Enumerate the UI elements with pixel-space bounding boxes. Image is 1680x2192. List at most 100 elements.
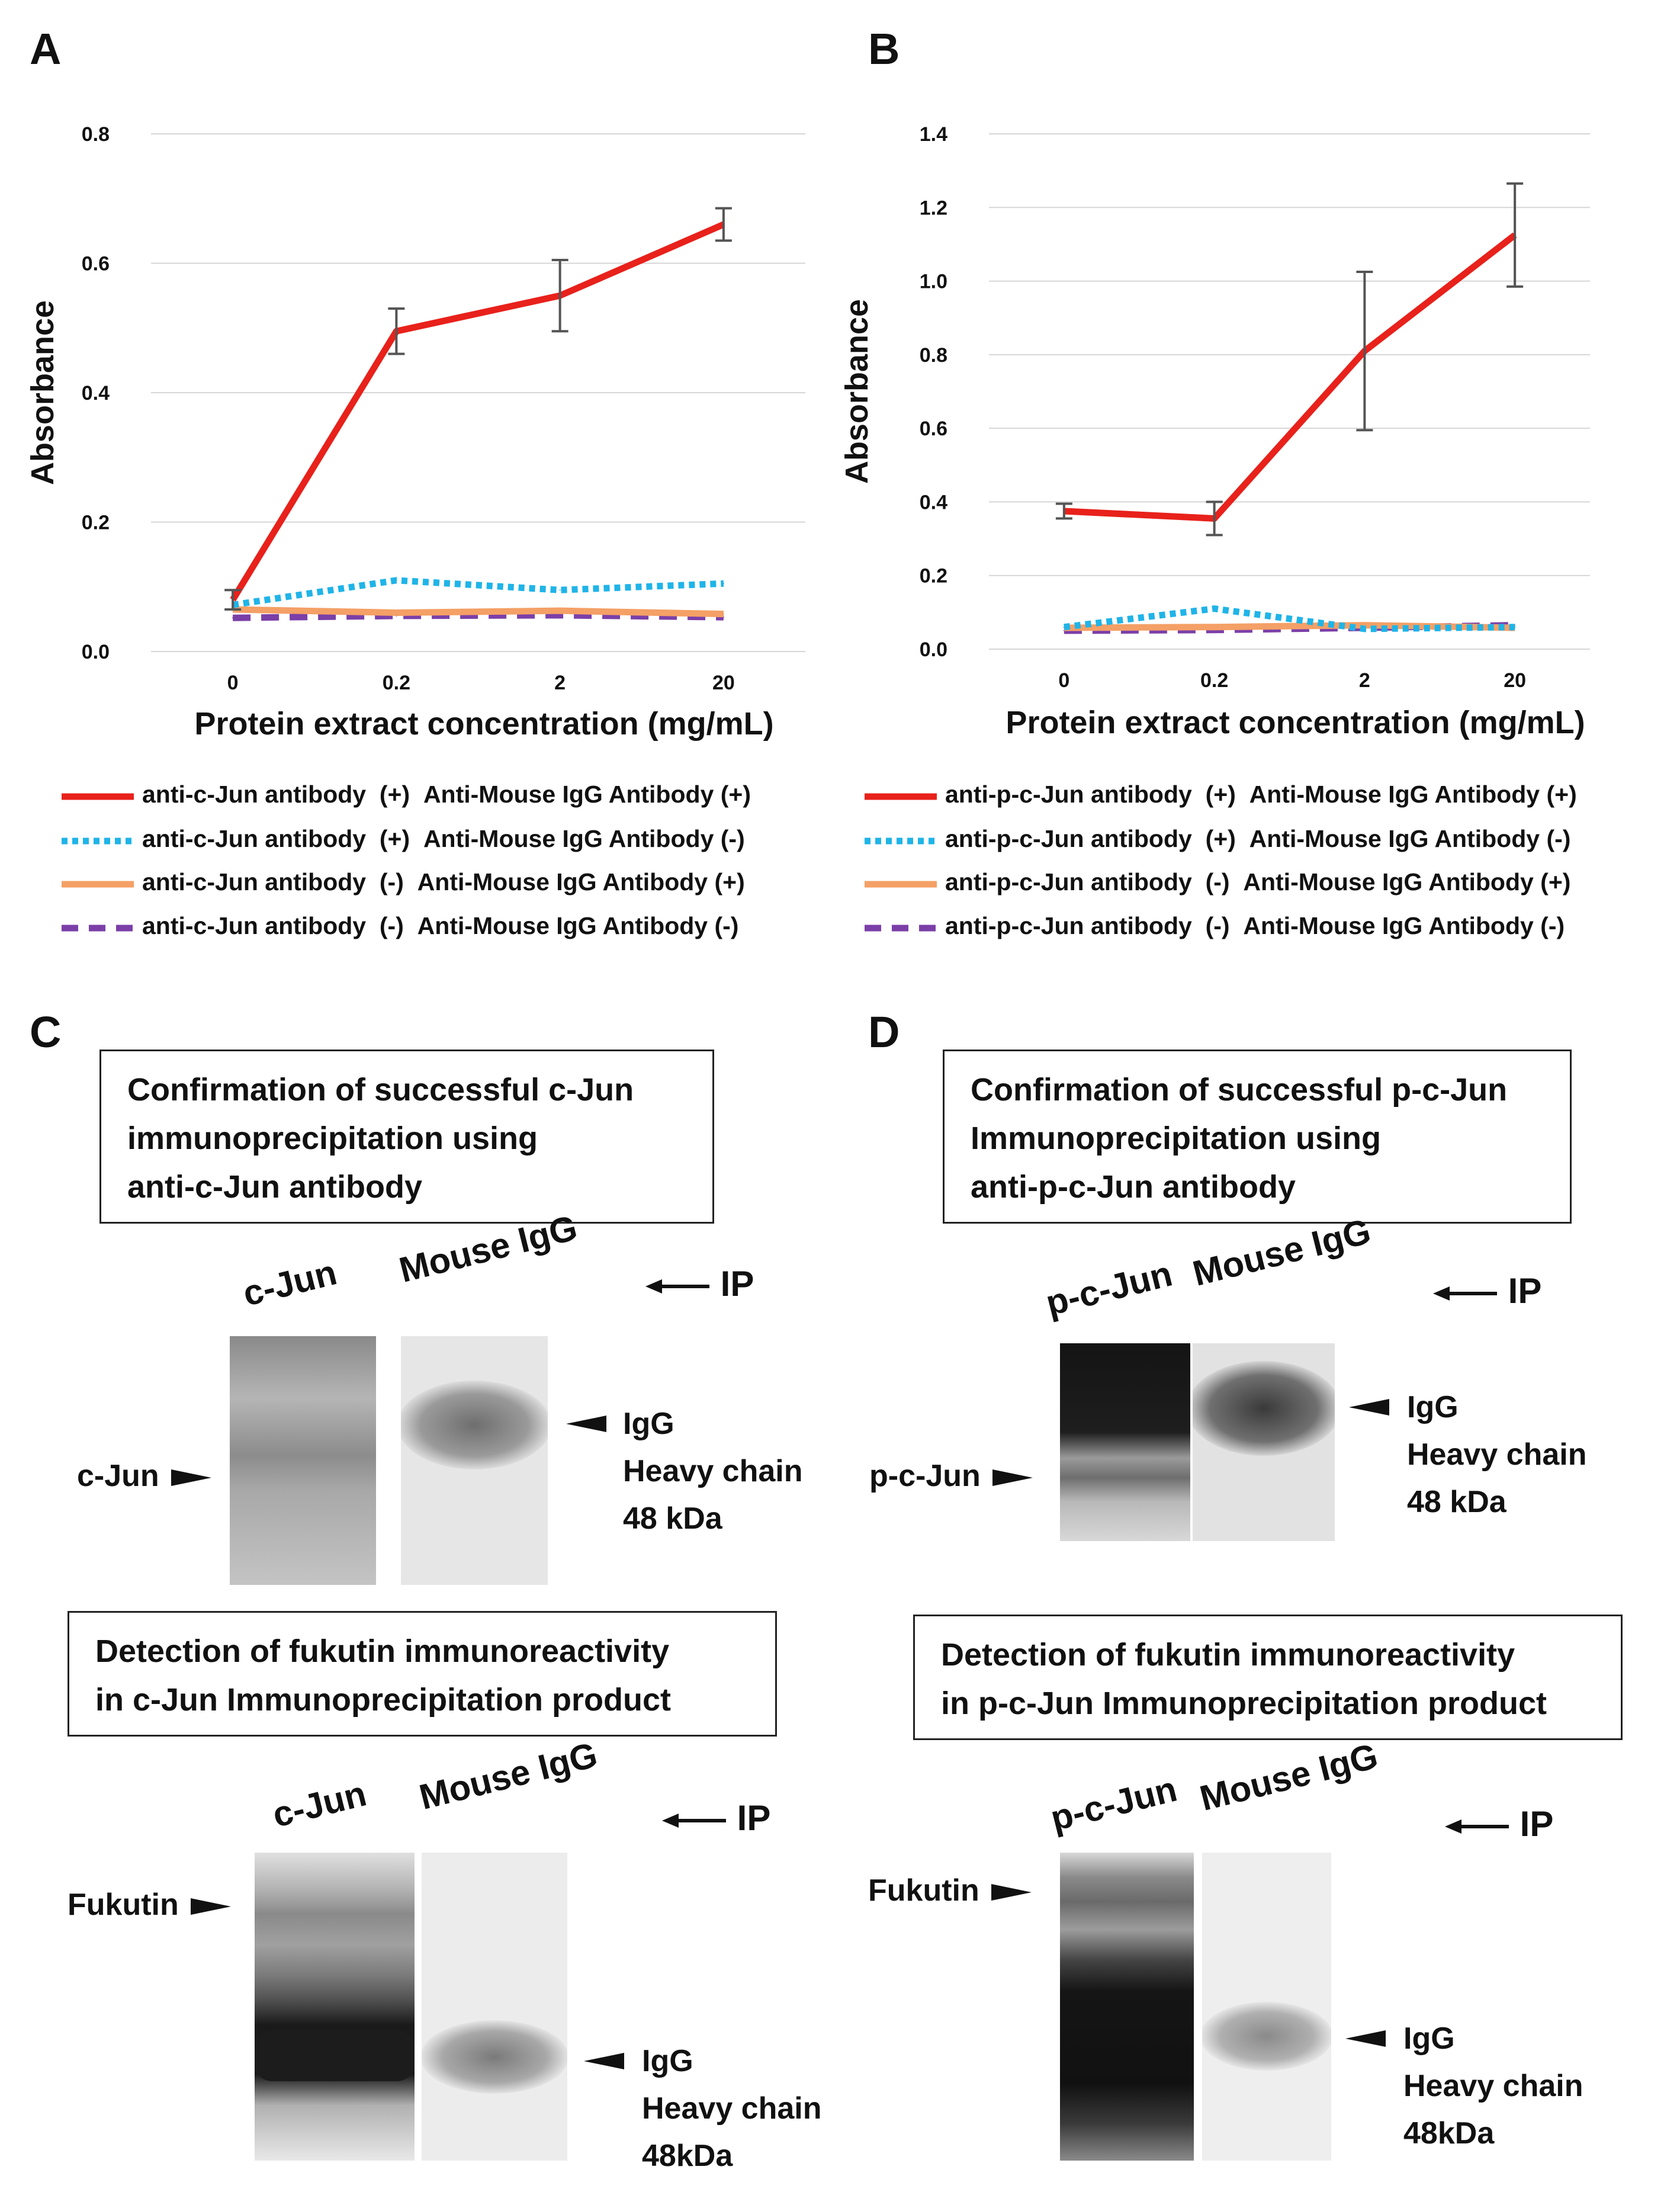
arrowhead-left-icon <box>584 2053 624 2069</box>
arrowhead-right-icon <box>191 1898 232 1915</box>
lane-label-mouse-igg-b: Mouse IgG <box>415 1734 602 1818</box>
x-tick-label: 0 <box>1058 669 1069 692</box>
legend-sign: (+) <box>379 781 410 808</box>
legend-antibody: anti-c-Jun antibody <box>142 868 367 896</box>
y-tick-label: 1.0 <box>920 271 947 293</box>
data-point <box>559 610 561 612</box>
series-line <box>1064 605 1515 633</box>
arrowhead-right-icon <box>171 1469 212 1487</box>
panel-letter-c: C <box>30 1007 62 1057</box>
arrowhead-left-icon <box>566 1416 606 1432</box>
data-point <box>1364 624 1366 626</box>
marker-text: c-Jun <box>77 1459 159 1493</box>
marker-text: 48 kDa <box>1407 1485 1506 1519</box>
legend-secondary: Anti-Mouse IgG Antibody (-) <box>423 825 745 852</box>
panel-letter-d: D <box>868 1007 900 1057</box>
box-line: anti-p-c-Jun antibody <box>971 1169 1296 1205</box>
marker-text: Heavy chain <box>642 2091 822 2126</box>
legend-antibody: anti-p-c-Jun antibody <box>945 912 1192 939</box>
data-point <box>1213 608 1215 609</box>
blot-c-jun-fukutin-lane <box>255 1853 415 2161</box>
legend-secondary: Anti-Mouse IgG Antibody (+) <box>1249 781 1577 808</box>
x-tick-label: 0.2 <box>383 672 410 694</box>
d-fukutin-box: Detection of fukutin immunoreactivity in… <box>913 1615 1623 1740</box>
y-tick-label: 1.2 <box>920 197 947 219</box>
legend-antibody: anti-c-Jun antibody <box>142 825 367 852</box>
data-point <box>559 614 561 616</box>
x-axis-label: Protein extract concentration (mg/mL) <box>194 706 773 742</box>
legend-antibody: anti-c-Jun antibody <box>142 781 367 808</box>
box-line: Detection of fukutin immunoreactivity <box>95 1633 670 1669</box>
legend-antibody: anti-c-Jun antibody <box>142 912 367 939</box>
x-tick-label: 2 <box>554 672 566 694</box>
data-point <box>1213 626 1215 628</box>
x-axis-label: Protein extract concentration (mg/mL) <box>1006 705 1585 740</box>
legend-secondary: Anti-Mouse IgG Antibody (-) <box>1249 825 1571 852</box>
chart-a: 0.0 0.2 0.4 0.6 0.8 0 0.2 2 20 Protein extract co… <box>25 123 805 742</box>
arrow-left-icon <box>662 1814 726 1828</box>
x-tick-label: 0.2 <box>1200 669 1228 692</box>
marker-text: Heavy chain <box>1407 1437 1587 1472</box>
marker-text: IgG <box>1403 2021 1455 2056</box>
arrow-left-icon <box>645 1279 709 1294</box>
y-tick-label: 0.2 <box>920 565 947 588</box>
y-tick-label: 0.4 <box>920 491 947 514</box>
marker-text: Fukutin <box>868 1873 979 1908</box>
x-tick-label: 0 <box>227 672 239 694</box>
data-point <box>722 613 724 615</box>
legend-sign: (+) <box>1205 825 1236 852</box>
marker-text: IgG <box>1407 1390 1459 1424</box>
legend-antibody: anti-p-c-Jun antibody <box>945 781 1192 808</box>
legend-sign: (+) <box>1205 781 1236 808</box>
ip-text: IP <box>1520 1804 1554 1844</box>
legend-sign: (-) <box>379 868 404 896</box>
data-point <box>1364 628 1366 630</box>
panel-letter-a: A <box>30 24 62 73</box>
x-tick-label: 20 <box>1504 669 1526 692</box>
marker-text: Fukutin <box>68 1888 179 1922</box>
c-fukutin-box: Detection of fukutin immunoreactivity in… <box>68 1611 777 1737</box>
legend-secondary: Anti-Mouse IgG Antibody (+) <box>417 868 745 896</box>
blot-p-c-jun-lane <box>1060 1343 1190 1541</box>
data-point <box>1514 626 1516 628</box>
legend-antibody: anti-p-c-Jun antibody <box>945 825 1192 852</box>
lane-label-mouse-igg-d-b: Mouse IgG <box>1196 1735 1382 1819</box>
data-point <box>396 579 397 581</box>
legend-sign: (-) <box>1205 912 1230 939</box>
legend-secondary: Anti-Mouse IgG Antibody (-) <box>1243 912 1565 939</box>
y-tick-label: 0.6 <box>82 253 110 275</box>
marker-text: p-c-Jun <box>869 1459 981 1493</box>
legend-secondary: Anti-Mouse IgG Antibody (+) <box>1243 868 1571 896</box>
y-axis-label: Absorbance <box>839 299 875 484</box>
arrowhead-right-icon <box>992 1469 1033 1487</box>
box-line: in c-Jun Immunoprecipitation product <box>95 1682 671 1718</box>
y-tick-label: 0.0 <box>82 641 110 663</box>
legend-sign: (+) <box>379 825 410 852</box>
blot-mouse-igg-lane <box>401 1336 548 1585</box>
p-c-jun-marker: p-c-Jun <box>869 1452 1036 1500</box>
y-tick-label: 1.4 <box>920 123 947 146</box>
blot-mouse-igg-fukutin-lane <box>422 1853 567 2161</box>
arrow-left-icon <box>1433 1286 1497 1301</box>
box-line: Confirmation of successful p-c-Jun <box>971 1072 1508 1108</box>
x-tick-label: 2 <box>1359 669 1370 692</box>
legend-a: anti-c-Jun antibody (+) Anti-Mouse IgG A… <box>59 781 847 941</box>
data-point <box>1063 626 1065 628</box>
y-tick-label: 0.0 <box>920 638 947 661</box>
d-confirmation-box: Confirmation of successful p-c-Jun Immun… <box>943 1050 1572 1224</box>
box-line: Detection of fukutin immunoreactivity <box>941 1637 1515 1673</box>
box-line: immunoprecipitation using <box>127 1121 538 1156</box>
blot-p-c-jun-fukutin-lane <box>1060 1853 1194 2161</box>
arrowhead-left-icon <box>1349 1399 1389 1416</box>
legend-b: anti-p-c-Jun antibody (+) Anti-Mouse IgG… <box>862 781 1673 941</box>
y-tick-label: 0.4 <box>82 382 110 405</box>
marker-text: IgG <box>642 2044 693 2078</box>
legend-secondary: Anti-Mouse IgG Antibody (-) <box>417 912 739 939</box>
y-axis-label: Absorbance <box>25 300 60 485</box>
lane-label-c-jun-b: c-Jun <box>268 1773 371 1835</box>
series-line <box>1064 232 1517 522</box>
ip-label: IP <box>645 1260 754 1308</box>
data-point <box>722 583 724 585</box>
arrow-left-icon <box>1445 1819 1509 1834</box>
marker-text: Heavy chain <box>1403 2069 1583 2103</box>
